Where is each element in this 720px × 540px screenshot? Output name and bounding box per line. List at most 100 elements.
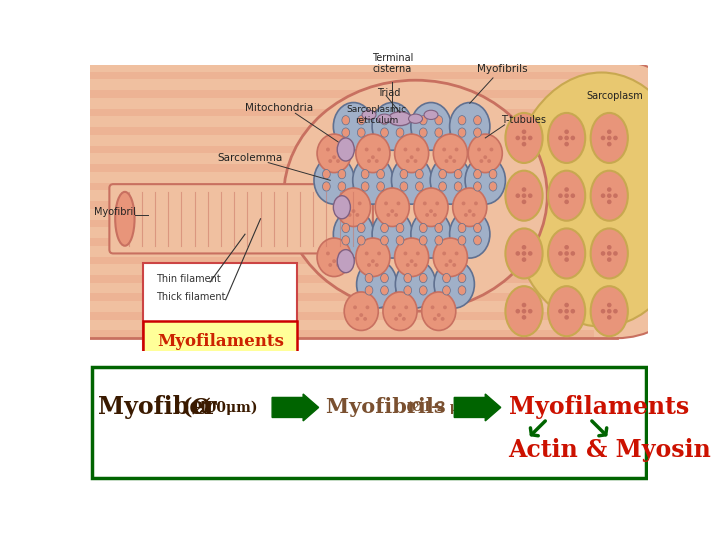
Ellipse shape xyxy=(435,128,443,137)
Circle shape xyxy=(377,147,381,151)
FancyBboxPatch shape xyxy=(90,220,594,227)
Circle shape xyxy=(416,252,420,255)
Ellipse shape xyxy=(388,112,412,126)
FancyBboxPatch shape xyxy=(90,201,594,209)
FancyBboxPatch shape xyxy=(90,330,594,338)
Ellipse shape xyxy=(419,286,427,295)
Text: Sarcoplasm: Sarcoplasm xyxy=(586,91,643,102)
Circle shape xyxy=(332,259,336,263)
Circle shape xyxy=(570,136,575,140)
Circle shape xyxy=(600,136,606,140)
Circle shape xyxy=(394,213,398,217)
Circle shape xyxy=(607,136,611,140)
Ellipse shape xyxy=(435,236,443,245)
Circle shape xyxy=(613,136,618,140)
Ellipse shape xyxy=(424,110,438,119)
Ellipse shape xyxy=(474,116,482,125)
Circle shape xyxy=(338,252,342,255)
Ellipse shape xyxy=(337,138,354,161)
Circle shape xyxy=(377,252,381,255)
Circle shape xyxy=(433,213,437,217)
Circle shape xyxy=(522,142,526,146)
Circle shape xyxy=(613,309,618,314)
Ellipse shape xyxy=(419,224,427,233)
Circle shape xyxy=(326,147,330,151)
Circle shape xyxy=(564,130,569,134)
Circle shape xyxy=(454,252,459,255)
Ellipse shape xyxy=(449,210,490,258)
Ellipse shape xyxy=(590,228,628,279)
Ellipse shape xyxy=(333,195,351,219)
Circle shape xyxy=(371,156,375,159)
Circle shape xyxy=(522,309,526,314)
Ellipse shape xyxy=(408,114,423,123)
Ellipse shape xyxy=(395,260,436,308)
Circle shape xyxy=(359,313,363,317)
Ellipse shape xyxy=(344,292,378,330)
Circle shape xyxy=(564,193,569,198)
Circle shape xyxy=(449,156,452,159)
Ellipse shape xyxy=(342,128,350,137)
Ellipse shape xyxy=(342,236,350,245)
Ellipse shape xyxy=(381,128,388,137)
Text: Mitochondria: Mitochondria xyxy=(245,103,313,113)
Circle shape xyxy=(367,263,371,267)
Text: (Ø1-2 μm): (Ø1-2 μm) xyxy=(406,401,478,414)
Circle shape xyxy=(607,193,611,198)
Circle shape xyxy=(365,147,369,151)
Ellipse shape xyxy=(414,188,448,226)
Circle shape xyxy=(367,159,371,163)
Circle shape xyxy=(442,252,446,255)
Ellipse shape xyxy=(474,128,482,137)
Ellipse shape xyxy=(337,249,354,273)
Circle shape xyxy=(464,213,468,217)
Circle shape xyxy=(356,213,359,217)
Circle shape xyxy=(332,156,336,159)
Ellipse shape xyxy=(458,116,466,125)
Circle shape xyxy=(328,263,332,267)
Circle shape xyxy=(468,209,472,213)
Text: Myofilaments: Myofilaments xyxy=(508,395,689,420)
Circle shape xyxy=(444,159,449,163)
Circle shape xyxy=(607,315,611,320)
FancyBboxPatch shape xyxy=(90,72,594,79)
Circle shape xyxy=(528,136,533,140)
Ellipse shape xyxy=(454,170,462,179)
Circle shape xyxy=(437,313,441,317)
Circle shape xyxy=(402,317,406,321)
FancyBboxPatch shape xyxy=(90,183,594,190)
Circle shape xyxy=(358,201,361,205)
Circle shape xyxy=(375,159,379,163)
FancyBboxPatch shape xyxy=(90,275,594,283)
Ellipse shape xyxy=(400,182,408,191)
Ellipse shape xyxy=(458,224,466,233)
Ellipse shape xyxy=(438,182,446,191)
Circle shape xyxy=(336,263,340,267)
Ellipse shape xyxy=(465,157,505,204)
Circle shape xyxy=(406,263,410,267)
Circle shape xyxy=(384,201,388,205)
Circle shape xyxy=(336,159,340,163)
Ellipse shape xyxy=(505,228,543,279)
Ellipse shape xyxy=(333,103,374,150)
Circle shape xyxy=(607,245,611,249)
Ellipse shape xyxy=(435,224,443,233)
Ellipse shape xyxy=(419,116,427,125)
Circle shape xyxy=(490,147,493,151)
Circle shape xyxy=(607,303,611,307)
Circle shape xyxy=(452,159,456,163)
Circle shape xyxy=(441,317,444,321)
Ellipse shape xyxy=(372,103,413,150)
FancyBboxPatch shape xyxy=(90,90,594,98)
Ellipse shape xyxy=(548,228,585,279)
Circle shape xyxy=(394,317,398,321)
Circle shape xyxy=(410,156,413,159)
FancyBboxPatch shape xyxy=(90,312,594,320)
Circle shape xyxy=(607,130,611,134)
Circle shape xyxy=(326,252,330,255)
Ellipse shape xyxy=(443,273,451,283)
Ellipse shape xyxy=(505,286,543,336)
Circle shape xyxy=(522,257,526,262)
Ellipse shape xyxy=(548,286,585,336)
Text: Myofibrils: Myofibrils xyxy=(326,397,454,417)
